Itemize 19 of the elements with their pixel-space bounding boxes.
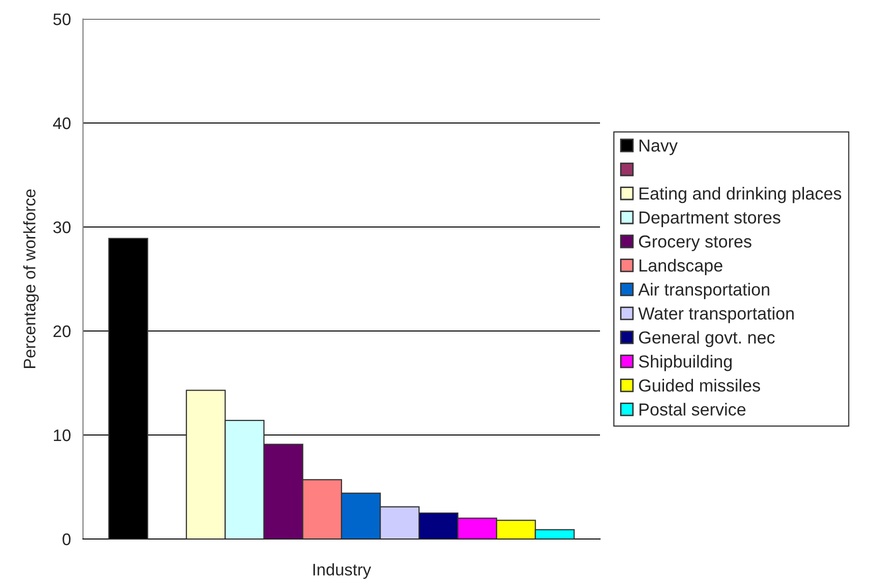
x-axis-title: Industry bbox=[313, 563, 372, 579]
legend-label: General govt. nec bbox=[639, 330, 775, 348]
legend-label: Air transportation bbox=[638, 282, 770, 300]
legend-label: Shipbuilding bbox=[638, 354, 732, 372]
legend-label: Eating and drinking places bbox=[640, 186, 842, 204]
y-tick-label: 50 bbox=[53, 13, 71, 26]
y-tick-label: 20 bbox=[53, 325, 71, 338]
y-tick-label: 30 bbox=[53, 221, 71, 234]
y-tick-label: 10 bbox=[54, 429, 71, 442]
y-tick-label: 40 bbox=[53, 117, 71, 130]
legend-label: Landscape bbox=[640, 258, 722, 276]
legend-label: Grocery stores bbox=[639, 235, 752, 252]
y-tick-label: 0 bbox=[62, 533, 71, 546]
legend-label: Navy bbox=[640, 140, 678, 156]
legend-label: Department stores bbox=[640, 212, 780, 228]
y-axis-title: Percentage of workforce bbox=[23, 189, 39, 368]
legend-label: Guided missiles bbox=[639, 378, 760, 392]
legend-label: Postal service bbox=[640, 402, 746, 416]
legend-label: Water transportation bbox=[638, 306, 794, 324]
